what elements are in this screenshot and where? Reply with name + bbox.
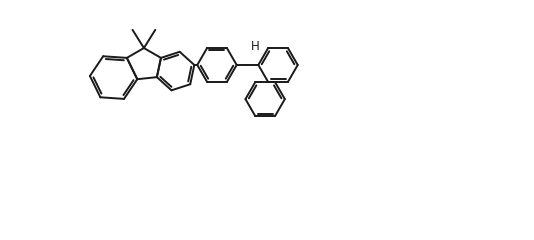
Text: H: H	[252, 40, 260, 53]
